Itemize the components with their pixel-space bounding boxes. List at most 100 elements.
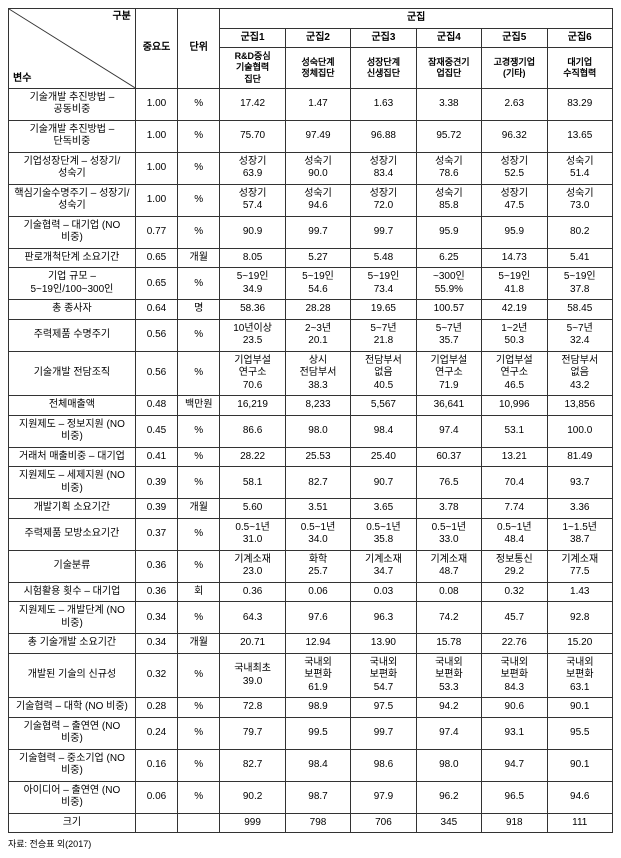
- row-importance: 0.41: [135, 447, 177, 467]
- table-row: 아이디어 – 출연연 (NO 비중)0.06%90.298.797.996.29…: [9, 781, 613, 813]
- cell: 90.1: [547, 749, 613, 781]
- row-unit: %: [178, 467, 220, 499]
- cell: 70.4: [482, 467, 547, 499]
- cell: 14.73: [482, 248, 547, 268]
- cell: 98.0: [285, 415, 350, 447]
- cell: 10년이상23.5: [220, 319, 285, 351]
- col-groups-title: 군집: [220, 9, 613, 29]
- cell: 58.36: [220, 300, 285, 320]
- cell: 성숙기90.0: [285, 152, 350, 184]
- cell: 94.2: [416, 698, 481, 718]
- cell: 100.0: [547, 415, 613, 447]
- cell: 5.27: [285, 248, 350, 268]
- table-row: 기술협력 – 출연연 (NO 비중)0.24%79.799.599.797.49…: [9, 717, 613, 749]
- group-col-3: 군집3: [351, 28, 416, 48]
- cell: 76.5: [416, 467, 481, 499]
- cell: 12.94: [285, 634, 350, 654]
- cell: 64.3: [220, 602, 285, 634]
- cell: 성숙기73.0: [547, 184, 613, 216]
- cell: 0.03: [351, 582, 416, 602]
- cell: 90.7: [351, 467, 416, 499]
- cell: 79.7: [220, 717, 285, 749]
- group-col-2: 군집2: [285, 28, 350, 48]
- cell: 3.36: [547, 499, 613, 519]
- cell: 성장기63.9: [220, 152, 285, 184]
- row-variable: 지원제도 – 정보지원 (NO 비중): [9, 415, 136, 447]
- cell: 10,996: [482, 396, 547, 416]
- row-variable: 총 기술개발 소요기간: [9, 634, 136, 654]
- group-col-6: 군집6: [547, 28, 613, 48]
- cell: 72.8: [220, 698, 285, 718]
- cell: 90.9: [220, 216, 285, 248]
- cell: 국내최초39.0: [220, 653, 285, 698]
- cell: 53.1: [482, 415, 547, 447]
- cell: 96.5: [482, 781, 547, 813]
- cell: 96.88: [351, 120, 416, 152]
- cell: 92.8: [547, 602, 613, 634]
- cell: 6.25: [416, 248, 481, 268]
- cell: 97.9: [351, 781, 416, 813]
- cell: 94.6: [547, 781, 613, 813]
- row-unit: %: [178, 88, 220, 120]
- cell: 국내외보편화63.1: [547, 653, 613, 698]
- row-importance: 0.34: [135, 602, 177, 634]
- table-row: 기술분류0.36%기계소재23.0화학25.7기계소재34.7기계소재48.7정…: [9, 550, 613, 582]
- cell: 58.45: [547, 300, 613, 320]
- table-row: 시험활용 횟수 – 대기업0.36회0.360.060.030.080.321.…: [9, 582, 613, 602]
- table-row: 총 기술개발 소요기간0.34개월20.7112.9413.9015.7822.…: [9, 634, 613, 654]
- cell: 5.48: [351, 248, 416, 268]
- table-row: 개발기획 소요기간0.39개월5.603.513.653.787.743.36: [9, 499, 613, 519]
- row-unit: %: [178, 653, 220, 698]
- row-importance: 0.16: [135, 749, 177, 781]
- table-row: 판로개척단계 소요기간0.65개월8.055.275.486.2514.735.…: [9, 248, 613, 268]
- cell: 8.05: [220, 248, 285, 268]
- cell: 95.9: [416, 216, 481, 248]
- diagonal-header: 구분 변수: [9, 9, 136, 89]
- cell: 97.4: [416, 717, 481, 749]
- cell: 기계소재48.7: [416, 550, 481, 582]
- cell: 정보통신29.2: [482, 550, 547, 582]
- row-variable: 기술협력 – 중소기업 (NO 비중): [9, 749, 136, 781]
- row-unit: 개월: [178, 248, 220, 268]
- row-importance: 0.64: [135, 300, 177, 320]
- table-row: 기술개발 추진방법 – 공동비중1.00%17.421.471.633.382.…: [9, 88, 613, 120]
- row-unit: 백만원: [178, 396, 220, 416]
- cell: 93.7: [547, 467, 613, 499]
- cell: 95.9: [482, 216, 547, 248]
- cell: 2.63: [482, 88, 547, 120]
- cell: 기업부설연구소46.5: [482, 351, 547, 396]
- table-row: 기업 규모 – 5~19인/100~300인0.65%5~19인34.95~19…: [9, 268, 613, 300]
- row-importance: 0.48: [135, 396, 177, 416]
- row-importance: 0.39: [135, 499, 177, 519]
- cell: 5~19인37.8: [547, 268, 613, 300]
- cell: 3.65: [351, 499, 416, 519]
- table-row: 총 종사자0.64명58.3628.2819.65100.5742.1958.4…: [9, 300, 613, 320]
- cell: 90.1: [547, 698, 613, 718]
- col-importance: 중요도: [135, 9, 177, 89]
- row-variable: 기술개발 전담조직: [9, 351, 136, 396]
- cell: 0.32: [482, 582, 547, 602]
- row-unit: %: [178, 268, 220, 300]
- cell: 13,856: [547, 396, 613, 416]
- row-unit: %: [178, 749, 220, 781]
- cell: 95.72: [416, 120, 481, 152]
- group-label-3: 성장단계신생집단: [351, 48, 416, 89]
- cell: 42.19: [482, 300, 547, 320]
- cell: 345: [416, 813, 481, 833]
- row-importance: 0.36: [135, 582, 177, 602]
- cell: 74.2: [416, 602, 481, 634]
- cell: 99.7: [351, 717, 416, 749]
- cell: 97.49: [285, 120, 350, 152]
- cell: 2~3년20.1: [285, 319, 350, 351]
- cell: 99.7: [351, 216, 416, 248]
- row-unit: %: [178, 216, 220, 248]
- group-label-2: 성숙단계정체집단: [285, 48, 350, 89]
- row-unit: %: [178, 717, 220, 749]
- cell: 0.5~1년31.0: [220, 518, 285, 550]
- row-variable: 주력제품 모방소요기간: [9, 518, 136, 550]
- table-head: 구분 변수 중요도 단위 군집 군집1군집2군집3군집4군집5군집6 R&D중심…: [9, 9, 613, 89]
- row-variable: 판로개척단계 소요기간: [9, 248, 136, 268]
- cell: 98.0: [416, 749, 481, 781]
- cell: 99.7: [285, 216, 350, 248]
- row-variable: 시험활용 횟수 – 대기업: [9, 582, 136, 602]
